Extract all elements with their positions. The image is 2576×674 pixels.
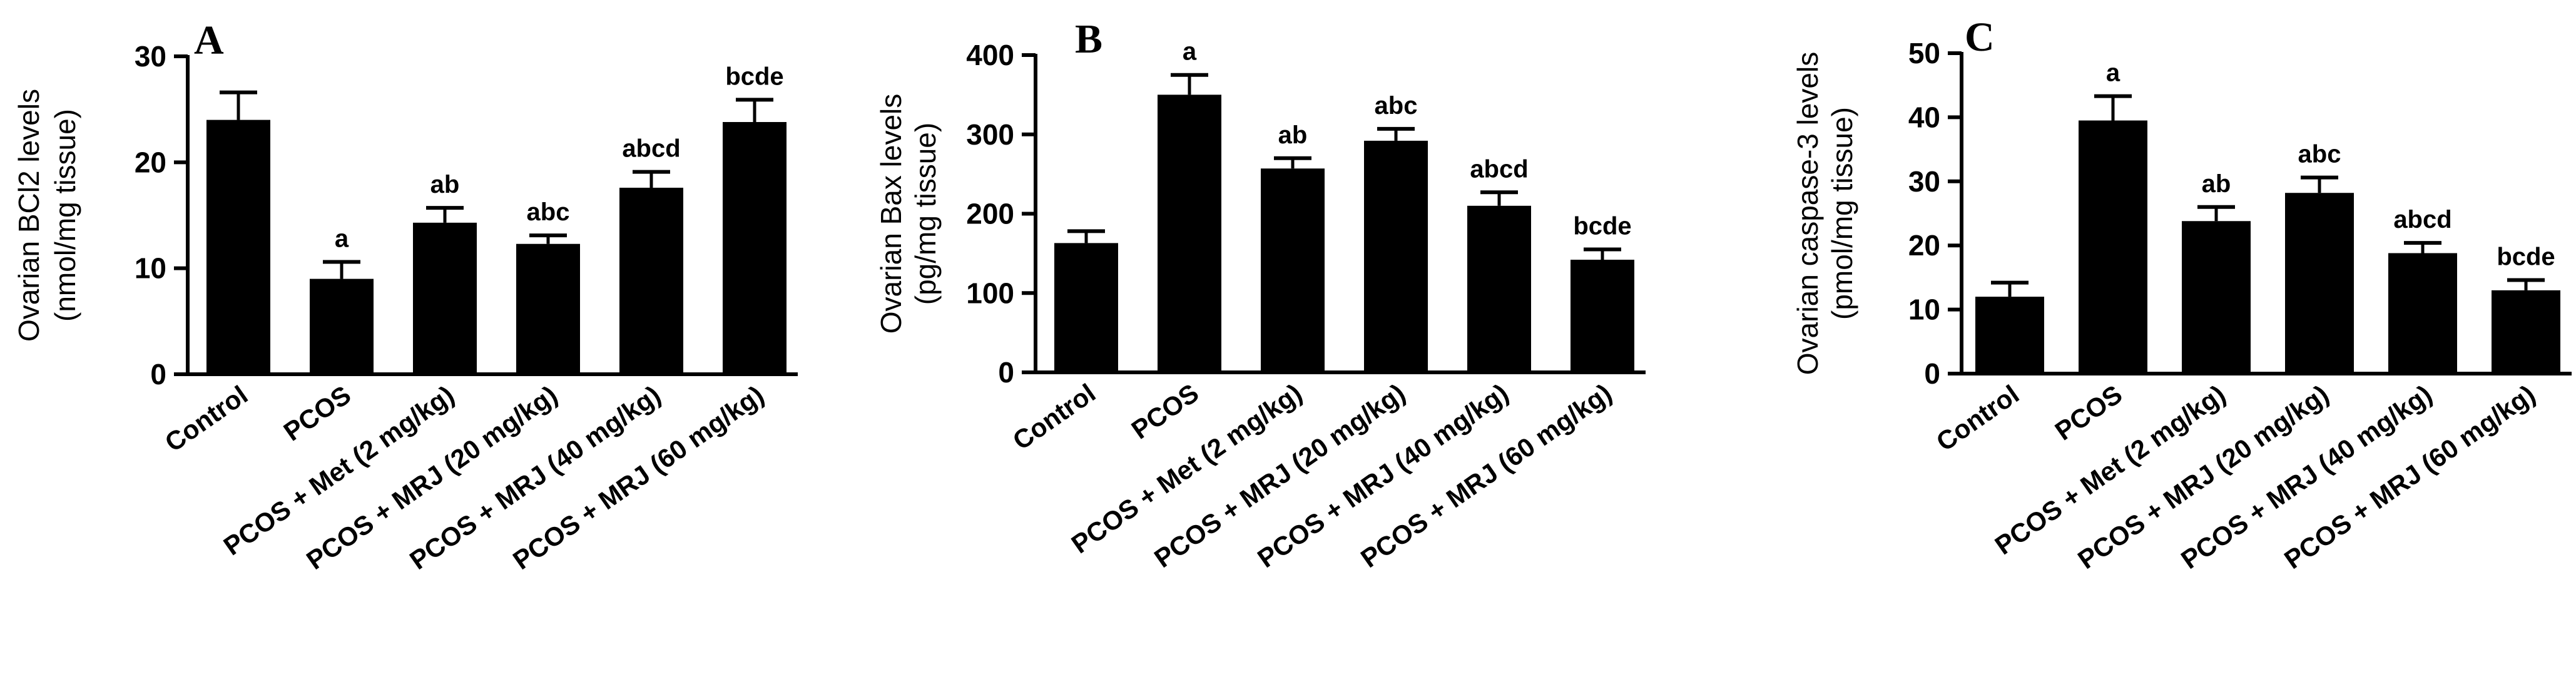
y-tick-label: 0 — [150, 358, 166, 391]
y-tick-label: 100 — [966, 277, 1014, 309]
category-label: PCOS — [278, 380, 356, 447]
bar — [2388, 253, 2457, 374]
bar — [1975, 297, 2044, 374]
category-label: PCOS — [1126, 378, 1204, 445]
bar — [2182, 221, 2251, 374]
bar — [723, 121, 787, 374]
y-axis-title: Ovarian caspase-3 levels — [1791, 52, 1824, 375]
bar — [2079, 120, 2147, 374]
bar — [1158, 94, 1221, 372]
panel-A: 0 10 20 30 Ovarian BCl2 levels (nmol/mg tissu… — [13, 18, 798, 575]
bar — [413, 222, 477, 374]
y-tick-label: 10 — [1908, 294, 1940, 326]
bar — [619, 187, 683, 374]
y-tick-label: 0 — [1924, 357, 1940, 390]
significance-label: abcd — [622, 135, 680, 163]
y-tick-label: 30 — [1908, 165, 1940, 198]
significance-label: abc — [1375, 92, 1418, 120]
significance-label: abcd — [2393, 206, 2451, 233]
bar — [310, 278, 374, 374]
bar — [1054, 243, 1118, 372]
category-label: Control — [160, 380, 253, 457]
panel-letter: C — [1965, 14, 1995, 60]
significance-label: a — [335, 225, 349, 253]
bar — [1364, 140, 1428, 372]
panel-letter: A — [194, 18, 224, 63]
y-tick-label: 30 — [135, 40, 166, 73]
y-tick-label: 10 — [135, 252, 166, 285]
y-tick-label: 200 — [966, 198, 1014, 230]
bar — [2285, 193, 2354, 374]
bar — [2492, 290, 2560, 374]
y-tick-label: 20 — [1908, 229, 1940, 262]
panel-C: 0 10 20 30 40 50 Ovarian caspase-3 levels (pmol… — [1791, 14, 2572, 574]
significance-label: bcde — [2497, 243, 2555, 270]
y-tick-label: 0 — [998, 356, 1014, 389]
bar — [1261, 168, 1325, 372]
bar — [1467, 205, 1531, 372]
bar — [206, 120, 270, 374]
category-label: Control — [1007, 378, 1101, 456]
y-axis-subtitle: (pmol/mg tissue) — [1826, 107, 1858, 320]
panel-letter: B — [1075, 16, 1102, 62]
y-tick-label: 50 — [1908, 37, 1940, 69]
significance-label: a — [1183, 38, 1197, 66]
bar — [516, 243, 580, 374]
category-label: PCOS — [2050, 379, 2127, 446]
significance-label: a — [2106, 59, 2120, 87]
y-axis-title: Ovarian BCl2 levels — [13, 89, 45, 342]
y-axis-subtitle: (nmol/mg tissue) — [49, 109, 81, 322]
panel-B: 0 100 200 300 400 Ovarian Bax levels (pg/mg ti… — [875, 16, 1646, 573]
significance-label: bcde — [725, 63, 783, 90]
significance-label: ab — [2202, 170, 2231, 198]
y-axis-subtitle: (pg/mg tissue) — [909, 123, 942, 305]
y-tick-label: 20 — [135, 146, 166, 178]
y-tick-label: 40 — [1908, 101, 1940, 133]
significance-label: abc — [527, 198, 570, 226]
bar — [1571, 260, 1634, 372]
category-label: Control — [1931, 379, 2024, 457]
significance-label: ab — [430, 171, 460, 198]
significance-label: abcd — [1470, 155, 1528, 183]
y-tick-label: 400 — [966, 39, 1014, 71]
significance-label: bcde — [1573, 213, 1631, 240]
significance-label: abc — [2298, 141, 2341, 168]
y-axis-title: Ovarian Bax levels — [875, 94, 907, 334]
significance-label: ab — [1278, 121, 1308, 149]
y-tick-label: 300 — [966, 118, 1014, 151]
